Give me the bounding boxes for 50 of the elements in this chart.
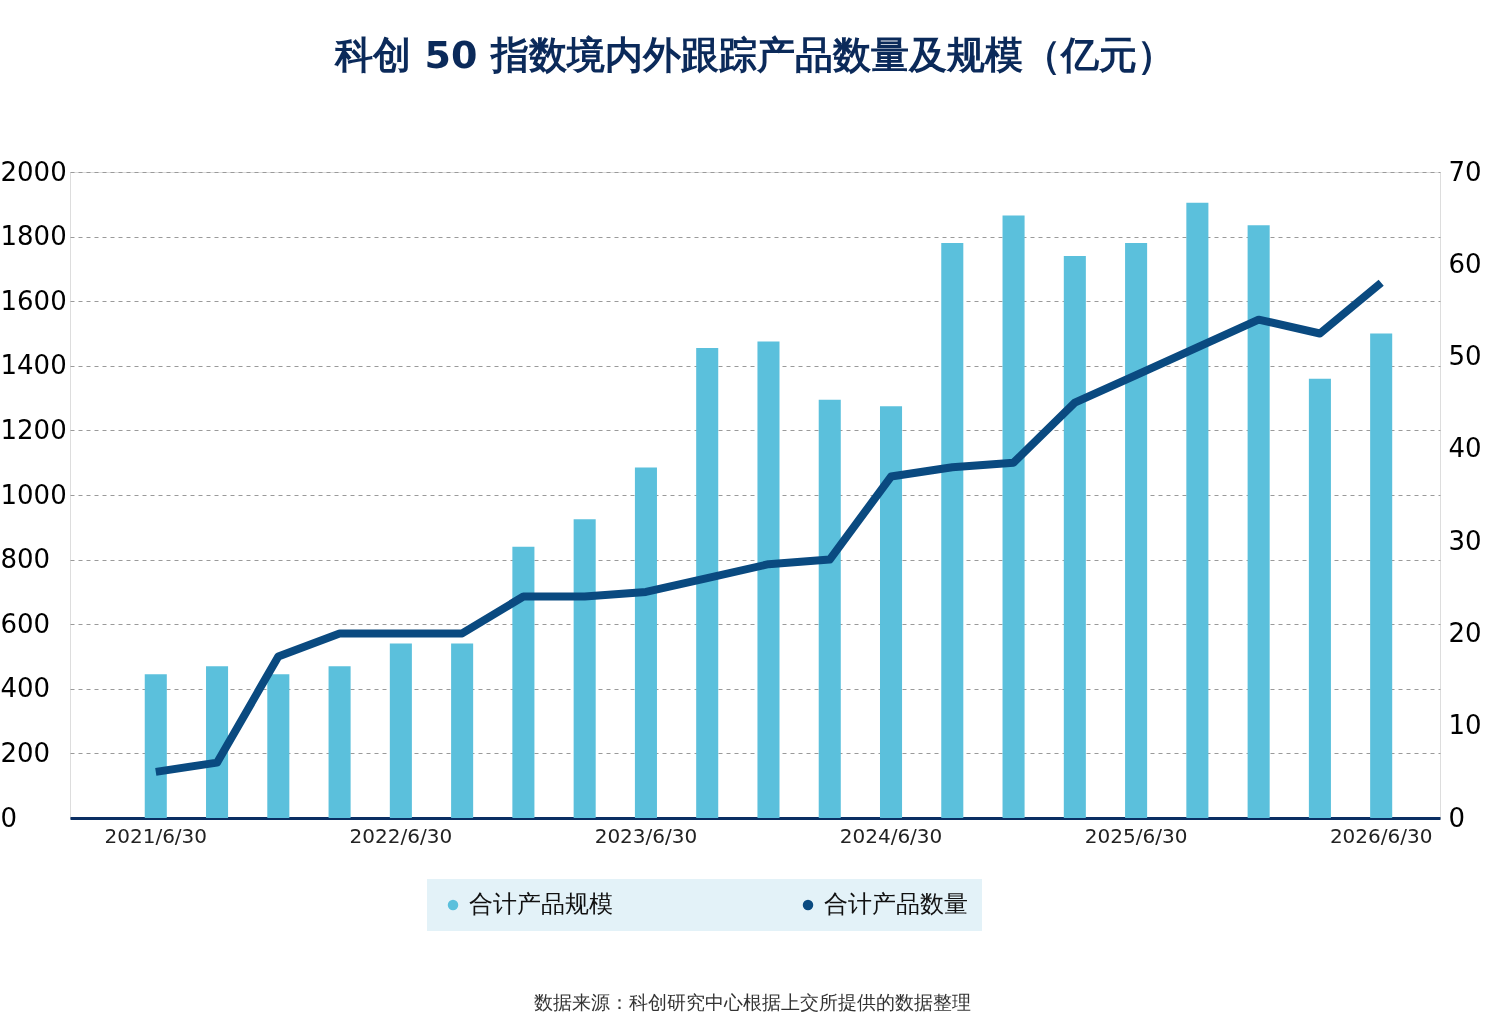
y2-tick-label: 40: [1448, 433, 1482, 464]
bar: [1247, 225, 1270, 818]
y-tick-label: 1200: [0, 414, 67, 445]
y2-tick-label: 70: [1448, 156, 1482, 187]
bar: [389, 643, 412, 818]
y-tick-label: 400: [0, 673, 51, 704]
y-tick-label: 200: [0, 737, 51, 768]
bar: [1063, 255, 1086, 818]
bar: [512, 546, 535, 818]
y-tick-label: 0: [0, 802, 18, 833]
y-tick-label: 600: [0, 608, 51, 639]
y2-tick-label: 10: [1448, 710, 1482, 741]
bar: [267, 674, 290, 818]
y2-tick-label: 30: [1448, 525, 1482, 556]
chart-title: 科创 50 指数境内外跟踪产品数量及规模（亿元）: [334, 33, 1175, 77]
y-tick-label: 1400: [0, 350, 67, 381]
bar: [1186, 202, 1209, 818]
bar: [328, 666, 351, 818]
bar: [941, 243, 964, 818]
y-tick-label: 1000: [0, 479, 67, 510]
source-note: 数据来源：科创研究中心根据上交所提供的数据整理: [533, 991, 971, 1013]
x-tick-label: 2022/6/30: [349, 823, 453, 848]
bar: [1002, 215, 1025, 818]
x-tick-label: 2021/6/30: [104, 823, 208, 848]
bar: [1370, 333, 1393, 818]
bar: [634, 467, 657, 818]
bar: [757, 341, 780, 818]
bar: [1125, 243, 1148, 818]
bar: [818, 399, 841, 818]
y-tick-label: 2000: [0, 156, 67, 187]
bar: [1308, 378, 1331, 818]
bar: [696, 348, 719, 818]
y2-tick-label: 50: [1448, 341, 1482, 372]
bar: [451, 643, 474, 818]
x-tick-label: 2024/6/30: [839, 823, 943, 848]
y2-tick-label: 60: [1448, 248, 1482, 279]
y2-tick-label: 0: [1448, 802, 1466, 833]
y-tick-label: 800: [0, 544, 51, 575]
x-tick-label: 2026/6/30: [1329, 823, 1433, 848]
legend-label: 合计产品数量: [824, 890, 968, 918]
bar: [573, 519, 596, 818]
y-tick-label: 1800: [0, 221, 67, 252]
bar: [144, 674, 167, 818]
bar: [879, 406, 903, 818]
y-tick-label: 1600: [0, 285, 67, 316]
x-tick-label: 2025/6/30: [1084, 823, 1188, 848]
y2-tick-label: 20: [1448, 617, 1482, 648]
x-tick-label: 2023/6/30: [594, 823, 698, 848]
bar: [206, 666, 229, 818]
legend-label: 合计产品规模: [469, 890, 613, 918]
